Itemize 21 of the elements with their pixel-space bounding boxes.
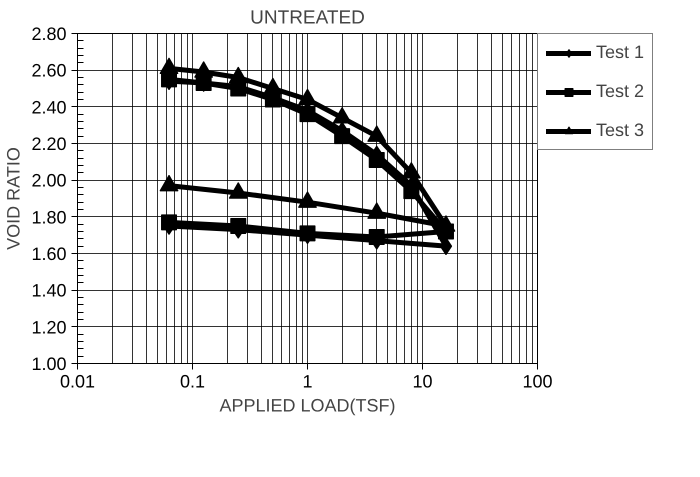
x-axis-title: APPLIED LOAD(TSF) (219, 396, 396, 416)
x-tick-label: 0.01 (60, 372, 96, 392)
y-tick-label: 1.00 (31, 354, 67, 374)
legend-label: Test 3 (596, 120, 644, 141)
x-tick-label: 100 (522, 372, 553, 392)
y-tick-label: 2.40 (31, 97, 67, 118)
y-tick-label: 1.20 (31, 317, 67, 338)
x-tick-label: 10 (412, 372, 433, 392)
y-tick-label: 1.40 (31, 280, 67, 301)
y-tick-label: 2.20 (31, 134, 67, 154)
legend-label: Test 1 (596, 42, 644, 63)
x-tick-label: 0.1 (180, 372, 206, 392)
y-tick-label: 1.60 (31, 244, 67, 264)
legend-label: Test 2 (596, 81, 644, 102)
y-tick-label: 2.00 (31, 170, 67, 191)
y-tick-label: 2.80 (31, 24, 67, 44)
y-axis-title: VOID RATIO (3, 147, 24, 250)
y-tick-label: 2.60 (31, 60, 67, 81)
x-tick-label: 1 (302, 372, 313, 392)
chart-title: UNTREATED (250, 8, 365, 28)
y-tick-label: 1.80 (31, 207, 67, 228)
